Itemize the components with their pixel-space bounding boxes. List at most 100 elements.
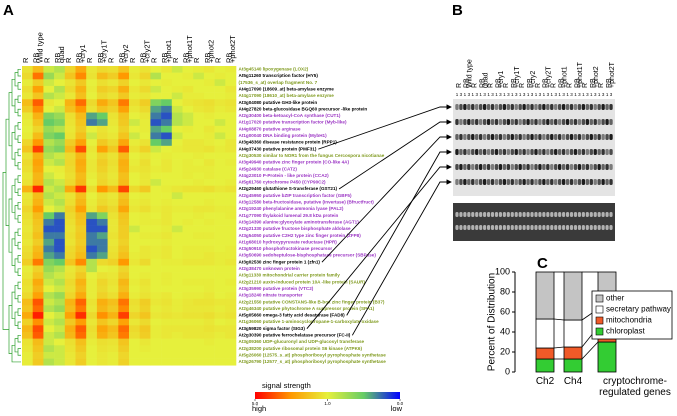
- heatmap-cell: [54, 345, 66, 353]
- heatmap-cell: [161, 325, 173, 333]
- gene-label: At2g30530 similar to NOR1 from the fungu…: [239, 153, 385, 158]
- heatmap-cell: [64, 172, 76, 180]
- heatmap-cell: [43, 85, 55, 93]
- heatmap-cell: [214, 172, 226, 180]
- heatmap-cell: [139, 305, 151, 313]
- blot-band: [542, 164, 546, 170]
- heatmap-cell: [32, 332, 44, 339]
- heatmap-cell: [182, 232, 194, 240]
- heatmap-cell: [129, 92, 140, 100]
- heatmap-cell: [64, 318, 76, 326]
- blot-band: [510, 134, 514, 140]
- heatmap-cell: [32, 165, 44, 173]
- rrna-band: [554, 225, 558, 230]
- y-tick-label: 80: [500, 286, 510, 296]
- gene-label: At2g46340 putative phytochrome A suppres…: [239, 306, 375, 311]
- lane-time-label: 3: [475, 92, 478, 97]
- lane-time-label: 1: [606, 92, 609, 97]
- rrna-band: [546, 225, 550, 230]
- heatmap-cell: [193, 218, 205, 226]
- heatmap-cell: [193, 305, 205, 313]
- heatmap-cell: [139, 79, 151, 87]
- heatmap-cell: [225, 199, 237, 206]
- heatmap-cell: [86, 179, 98, 186]
- heatmap-cell: [203, 252, 215, 260]
- heatmap-cell: [32, 125, 44, 133]
- blot-band: [498, 164, 503, 170]
- blot-band: [486, 104, 491, 110]
- heatmap-cell: [203, 152, 215, 160]
- heatmap-cell: [54, 325, 66, 333]
- blot-band: [534, 104, 538, 110]
- heatmap-cell: [129, 292, 140, 300]
- heatmap-cell: [214, 225, 226, 233]
- heatmap-cell: [225, 179, 237, 186]
- dendrogram: [17, 281, 21, 290]
- blot-band: [554, 164, 558, 170]
- heatmap-cell: [182, 245, 194, 253]
- blot-band: [494, 179, 499, 185]
- rrna-band: [510, 225, 514, 230]
- heatmap-cell: [64, 205, 76, 213]
- heatmap-cell: [75, 218, 87, 226]
- heatmap-cell: [107, 192, 119, 200]
- heatmap-cell: [107, 325, 119, 333]
- heatmap-cell: [193, 332, 205, 339]
- heatmap-cell: [22, 159, 33, 167]
- heatmap-cell: [86, 119, 98, 127]
- blot-band: [506, 104, 510, 110]
- heatmap-cell: [75, 165, 87, 173]
- heatmap-cell: [203, 218, 215, 226]
- heatmap-cell: [129, 66, 140, 73]
- heatmap-cell: [107, 232, 119, 240]
- legend-box: [591, 290, 673, 340]
- heatmap-cell: [193, 125, 205, 133]
- blot-band: [593, 134, 597, 140]
- heatmap-cell: [118, 338, 130, 346]
- blot-band: [565, 104, 570, 110]
- heatmap-cell: [161, 192, 173, 200]
- heatmap-cell: [96, 285, 108, 293]
- heatmap-cell: [43, 312, 55, 319]
- colorbar: [255, 392, 400, 399]
- blot-band: [597, 119, 601, 125]
- rrna-band: [566, 212, 570, 217]
- heatmap-cell: [75, 358, 87, 366]
- heatmap-cell: [118, 165, 130, 173]
- heatmap-cell: [161, 139, 173, 147]
- rrna-band: [483, 212, 487, 217]
- heatmap-cell: [32, 312, 44, 319]
- heatmap-cell: [225, 245, 237, 253]
- blot-band: [534, 134, 538, 140]
- heatmap-cell: [22, 298, 33, 306]
- heatmap-cell: [193, 112, 205, 120]
- heatmap-cell: [203, 79, 215, 87]
- heatmap-cell: [32, 199, 44, 206]
- heatmap-cell: [203, 119, 215, 127]
- blot-band: [605, 134, 609, 140]
- heatmap-cell: [22, 252, 33, 260]
- blot-band: [565, 134, 570, 140]
- blot-band: [530, 149, 534, 155]
- heatmap-cell: [193, 132, 205, 140]
- lane-time-label: 1: [495, 92, 498, 97]
- rrna-band: [467, 225, 471, 230]
- lane-time-label: 3: [515, 92, 518, 97]
- blot-band: [463, 149, 467, 155]
- heatmap-cell: [64, 212, 76, 220]
- heatmap-cell: [75, 212, 87, 220]
- heatmap-cell: [43, 105, 55, 113]
- heatmap-cell: [96, 272, 108, 280]
- bar-segment: [563, 271, 583, 321]
- gene-label: At3g35990 putative protein (VTC2): [239, 286, 314, 291]
- heatmap-cell: [139, 105, 151, 113]
- heatmap-cell: [193, 212, 205, 220]
- rrna-band: [530, 225, 534, 230]
- blot-band: [479, 119, 483, 125]
- blot-band: [593, 119, 597, 125]
- heatmap-cell: [171, 85, 183, 93]
- heatmap-cell: [193, 165, 205, 173]
- heatmap-cell: [118, 72, 130, 80]
- heatmap-cell: [225, 99, 237, 107]
- heatmap-cell: [171, 232, 183, 240]
